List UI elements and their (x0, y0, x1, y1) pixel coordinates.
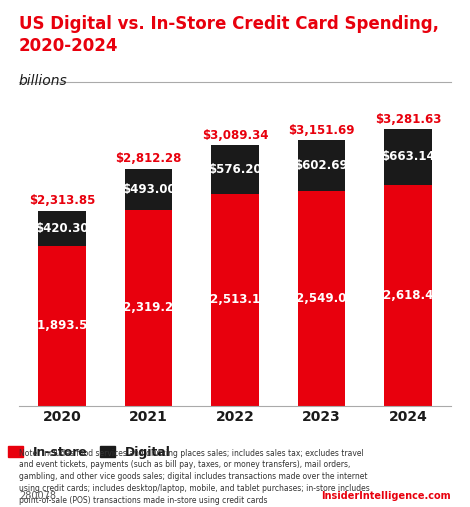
Bar (384, 185, 432, 406)
Text: $2,513.14: $2,513.14 (202, 293, 268, 306)
Text: $3,089.34: $3,089.34 (202, 129, 268, 142)
Bar (125, 169, 172, 210)
Bar (211, 194, 259, 406)
Text: Note: includes food services and drinking places sales; includes sales tax; excl: Note: includes food services and drinkin… (19, 449, 369, 507)
Text: $2,549.00: $2,549.00 (288, 292, 355, 305)
Bar (298, 191, 345, 406)
Bar (298, 140, 345, 191)
Text: $3,281.63: $3,281.63 (375, 113, 441, 126)
Text: $576.20: $576.20 (208, 163, 262, 176)
Bar (125, 210, 172, 406)
Text: $3,151.69: $3,151.69 (288, 124, 355, 136)
Text: US Digital vs. In-Store Credit Card Spending,
2020-2024: US Digital vs. In-Store Credit Card Spen… (19, 15, 439, 55)
Bar (211, 146, 259, 194)
Bar (38, 246, 86, 406)
Text: billions: billions (19, 74, 68, 88)
Text: $420.30: $420.30 (35, 222, 89, 235)
Text: $2,618.49: $2,618.49 (375, 289, 441, 302)
Text: $663.14: $663.14 (381, 151, 435, 163)
Text: InsiderIntelligence.com: InsiderIntelligence.com (321, 491, 451, 501)
Text: $2,319.28: $2,319.28 (115, 301, 182, 314)
Bar (38, 210, 86, 246)
Text: $1,893.55: $1,893.55 (29, 319, 95, 332)
Text: 280078: 280078 (19, 491, 56, 501)
Text: $493.00: $493.00 (122, 183, 175, 196)
Legend: In-store, Digital: In-store, Digital (8, 446, 171, 459)
Text: $2,812.28: $2,812.28 (115, 152, 182, 165)
Bar (384, 129, 432, 185)
Text: $2,313.85: $2,313.85 (29, 194, 95, 207)
Text: $602.69: $602.69 (295, 159, 348, 172)
